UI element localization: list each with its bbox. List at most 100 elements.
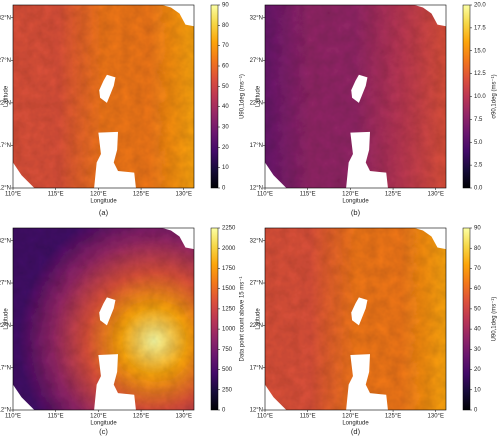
colorbar-tick-label: 90 <box>222 3 229 9</box>
colorbar-tick-label: 0 <box>222 186 226 192</box>
colorbar-tick-label: 17.5 <box>474 25 486 31</box>
colorbar-tick-label: 15.0 <box>474 48 486 54</box>
panel-caption: (b) <box>351 208 361 217</box>
y-tick-label: 22°N <box>0 100 11 106</box>
colorbar-tick-label: 20.0 <box>474 3 486 9</box>
colorbar-tick-label: 1500 <box>222 286 236 292</box>
y-tick-label: 32°N <box>0 15 11 21</box>
colorbar-tick-label: 0 <box>474 408 478 414</box>
x-tick-label: 115°E <box>48 192 64 198</box>
x-tick-label: 110°E <box>5 414 21 420</box>
x-tick-label: 125°E <box>133 192 149 198</box>
land <box>94 131 136 188</box>
colorbar <box>462 4 471 189</box>
colorbar-tick-label: 2250 <box>222 226 236 232</box>
plot-frame <box>264 4 447 189</box>
panel-caption: (c) <box>99 427 108 436</box>
colorbar-tick-label: 250 <box>222 387 233 393</box>
colorbar-tick-label: 20 <box>474 367 481 373</box>
x-tick-label: 120°E <box>342 192 358 198</box>
colorbar-tick-label: 0 <box>222 408 226 414</box>
colorbar-tick-label: 70 <box>474 266 481 272</box>
y-tick-label: 12°N <box>0 408 11 414</box>
x-tick-label: 115°E <box>300 414 316 420</box>
land <box>346 354 388 410</box>
y-tick-label: 27°N <box>250 58 263 64</box>
colorbar-tick-label: 60 <box>222 64 229 70</box>
x-tick-label: 125°E <box>385 192 401 198</box>
y-tick-label: 17°N <box>250 143 263 149</box>
land <box>351 74 368 103</box>
panel-caption: (d) <box>351 427 361 436</box>
y-tick-label: 17°N <box>0 365 11 371</box>
colorbar-tick-label: 750 <box>222 347 233 353</box>
land <box>162 5 194 27</box>
land <box>13 162 35 188</box>
colorbar-tick-label: 1000 <box>222 327 236 333</box>
colorbar-tick-label: 60 <box>474 286 481 292</box>
plot-frame <box>12 227 195 411</box>
x-tick-label: 110°E <box>257 414 273 420</box>
x-tick-label: 130°E <box>428 414 444 420</box>
x-tick-label: 115°E <box>48 414 64 420</box>
land <box>99 74 116 103</box>
colorbar-tick-label: 10 <box>222 165 229 171</box>
x-tick-label: 120°E <box>342 414 358 420</box>
colorbar <box>210 4 219 189</box>
colorbar <box>210 227 219 411</box>
land <box>265 162 287 188</box>
y-tick-label: 32°N <box>0 238 11 244</box>
y-tick-label: 27°N <box>250 281 263 287</box>
colorbar-tick-label: 70 <box>222 43 229 49</box>
x-tick-label: 110°E <box>5 192 21 198</box>
y-tick-label: 32°N <box>250 238 263 244</box>
x-axis-label: Longitude <box>342 199 369 205</box>
x-tick-label: 125°E <box>133 414 149 420</box>
x-tick-label: 115°E <box>300 192 316 198</box>
land <box>351 297 368 326</box>
x-tick-label: 110°E <box>257 192 273 198</box>
y-axis-label: Latitude <box>256 85 262 107</box>
y-tick-label: 17°N <box>0 143 11 149</box>
colorbar-tick-label: 40 <box>474 327 481 333</box>
y-tick-label: 12°N <box>0 186 11 192</box>
x-tick-label: 130°E <box>428 192 444 198</box>
land <box>13 384 35 410</box>
y-tick-label: 12°N <box>250 408 263 414</box>
colorbar-tick-label: 80 <box>222 23 229 29</box>
y-tick-label: 22°N <box>0 323 11 329</box>
y-axis-label: Latitude <box>256 308 262 330</box>
colorbar-label: σ90,1deg (ms⁻¹) <box>492 74 498 118</box>
land <box>162 228 194 250</box>
x-tick-label: 120°E <box>90 414 106 420</box>
x-axis-label: Longitude <box>90 421 117 427</box>
colorbar-tick-label: 7.5 <box>474 117 483 123</box>
colorbar-tick-label: 12.5 <box>474 71 486 77</box>
land <box>94 354 136 410</box>
x-axis-label: Longitude <box>342 421 369 427</box>
y-tick-label: 27°N <box>0 58 11 64</box>
colorbar-label: U90,1deg (ms⁻¹) <box>492 297 498 342</box>
land <box>99 297 116 326</box>
colorbar-tick-label: 50 <box>222 84 229 90</box>
colorbar-tick-label: 50 <box>474 306 481 312</box>
x-tick-label: 120°E <box>90 192 106 198</box>
land <box>265 384 287 410</box>
y-tick-label: 12°N <box>250 186 263 192</box>
y-tick-label: 22°N <box>250 100 263 106</box>
land <box>414 5 446 27</box>
colorbar-label: U90,1deg (ms⁻¹) <box>240 74 246 119</box>
colorbar-tick-label: 500 <box>222 367 233 373</box>
x-tick-label: 130°E <box>176 192 192 198</box>
colorbar-tick-label: 80 <box>474 246 481 252</box>
colorbar-tick-label: 1750 <box>222 266 236 272</box>
plot-frame <box>12 4 195 189</box>
plot-frame <box>264 227 447 411</box>
colorbar-tick-label: 90 <box>474 226 481 232</box>
y-tick-label: 32°N <box>250 15 263 21</box>
colorbar-tick-label: 1250 <box>222 306 236 312</box>
colorbar-tick-label: 10 <box>474 387 481 393</box>
y-axis-label: Latitude <box>4 308 10 330</box>
y-tick-label: 17°N <box>250 365 263 371</box>
